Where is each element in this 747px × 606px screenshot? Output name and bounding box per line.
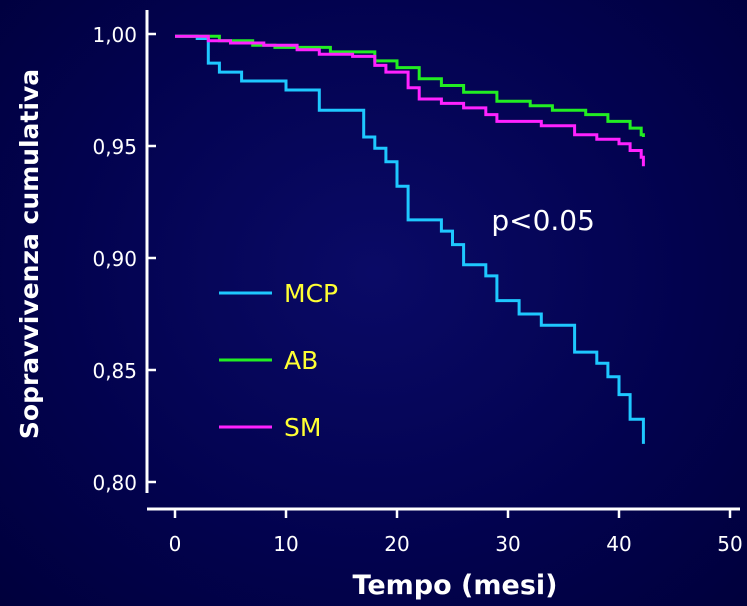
p-value-annotation: p<0.05	[491, 204, 595, 237]
legend: MCP AB SM	[219, 279, 338, 442]
x-axis-label: Tempo (mesi)	[352, 570, 557, 601]
y-tick-label: 0,90	[92, 247, 137, 271]
y-tick-label: 0,85	[92, 359, 137, 383]
y-tick-label: 0,80	[92, 471, 137, 495]
x-tick-label: 0	[169, 532, 182, 556]
x-tick-label: 10	[273, 532, 298, 556]
axes: 0,80 0,85 0,90 0,95 1,00 0 10 20 30 40 50	[92, 10, 743, 556]
y-tick-label: 1,00	[92, 23, 137, 47]
x-tick-label: 20	[384, 532, 409, 556]
y-tick-label: 0,95	[92, 135, 137, 159]
legend-label-ab: AB	[284, 346, 318, 375]
annotations: p<0.05	[491, 204, 595, 237]
legend-label-sm: SM	[284, 413, 321, 442]
x-tick-label: 50	[717, 532, 742, 556]
series-lines	[175, 34, 645, 444]
y-axis-label: Sopravvivenza cumulativa	[15, 69, 44, 439]
series-mcp-line	[175, 34, 645, 444]
series-sm-line	[175, 34, 645, 167]
x-tick-label: 40	[606, 532, 631, 556]
legend-label-mcp: MCP	[284, 279, 338, 308]
x-tick-label: 30	[495, 532, 520, 556]
